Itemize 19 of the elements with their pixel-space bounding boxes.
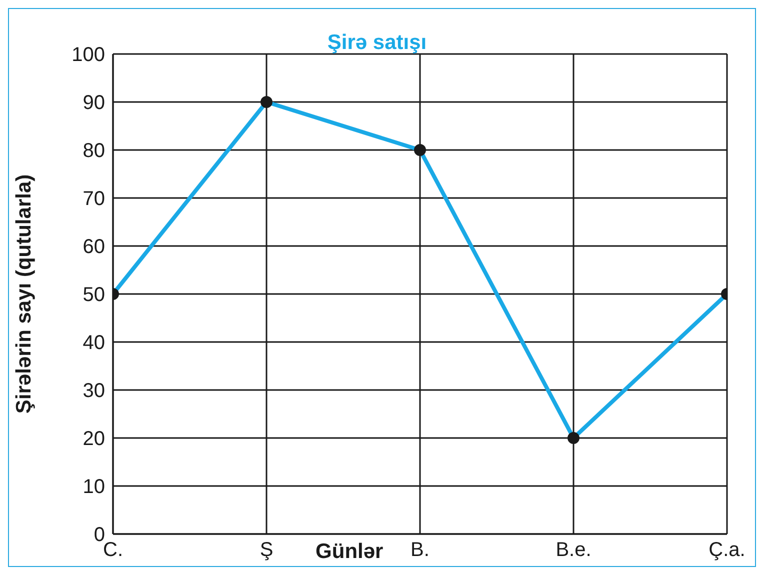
x-tick-label: Ç.a. [708, 539, 746, 562]
y-tick-label: 0 [94, 524, 105, 546]
y-tick-label: 30 [82, 380, 105, 402]
y-tick-label: 10 [82, 476, 105, 498]
x-tick-label: B.e. [556, 539, 592, 562]
y-tick-label: 90 [82, 92, 105, 114]
y-tick-label: 20 [82, 428, 105, 450]
chart-title: Şirə satışı [327, 31, 427, 54]
x-tick-label: C. [103, 539, 123, 562]
y-axis-title: Şirələrin sayı (qutularla) [12, 174, 36, 414]
x-tick-label: Ş [260, 539, 274, 562]
y-tick-label: 50 [82, 284, 105, 306]
y-tick-label: 40 [82, 332, 105, 354]
x-tick-label: B. [410, 539, 430, 562]
x-axis-title: Günlər [316, 540, 384, 563]
y-tick-label: 70 [82, 188, 105, 210]
y-tick-label: 100 [72, 44, 105, 66]
y-tick-label: 80 [82, 140, 105, 162]
y-tick-label: 60 [82, 236, 105, 258]
